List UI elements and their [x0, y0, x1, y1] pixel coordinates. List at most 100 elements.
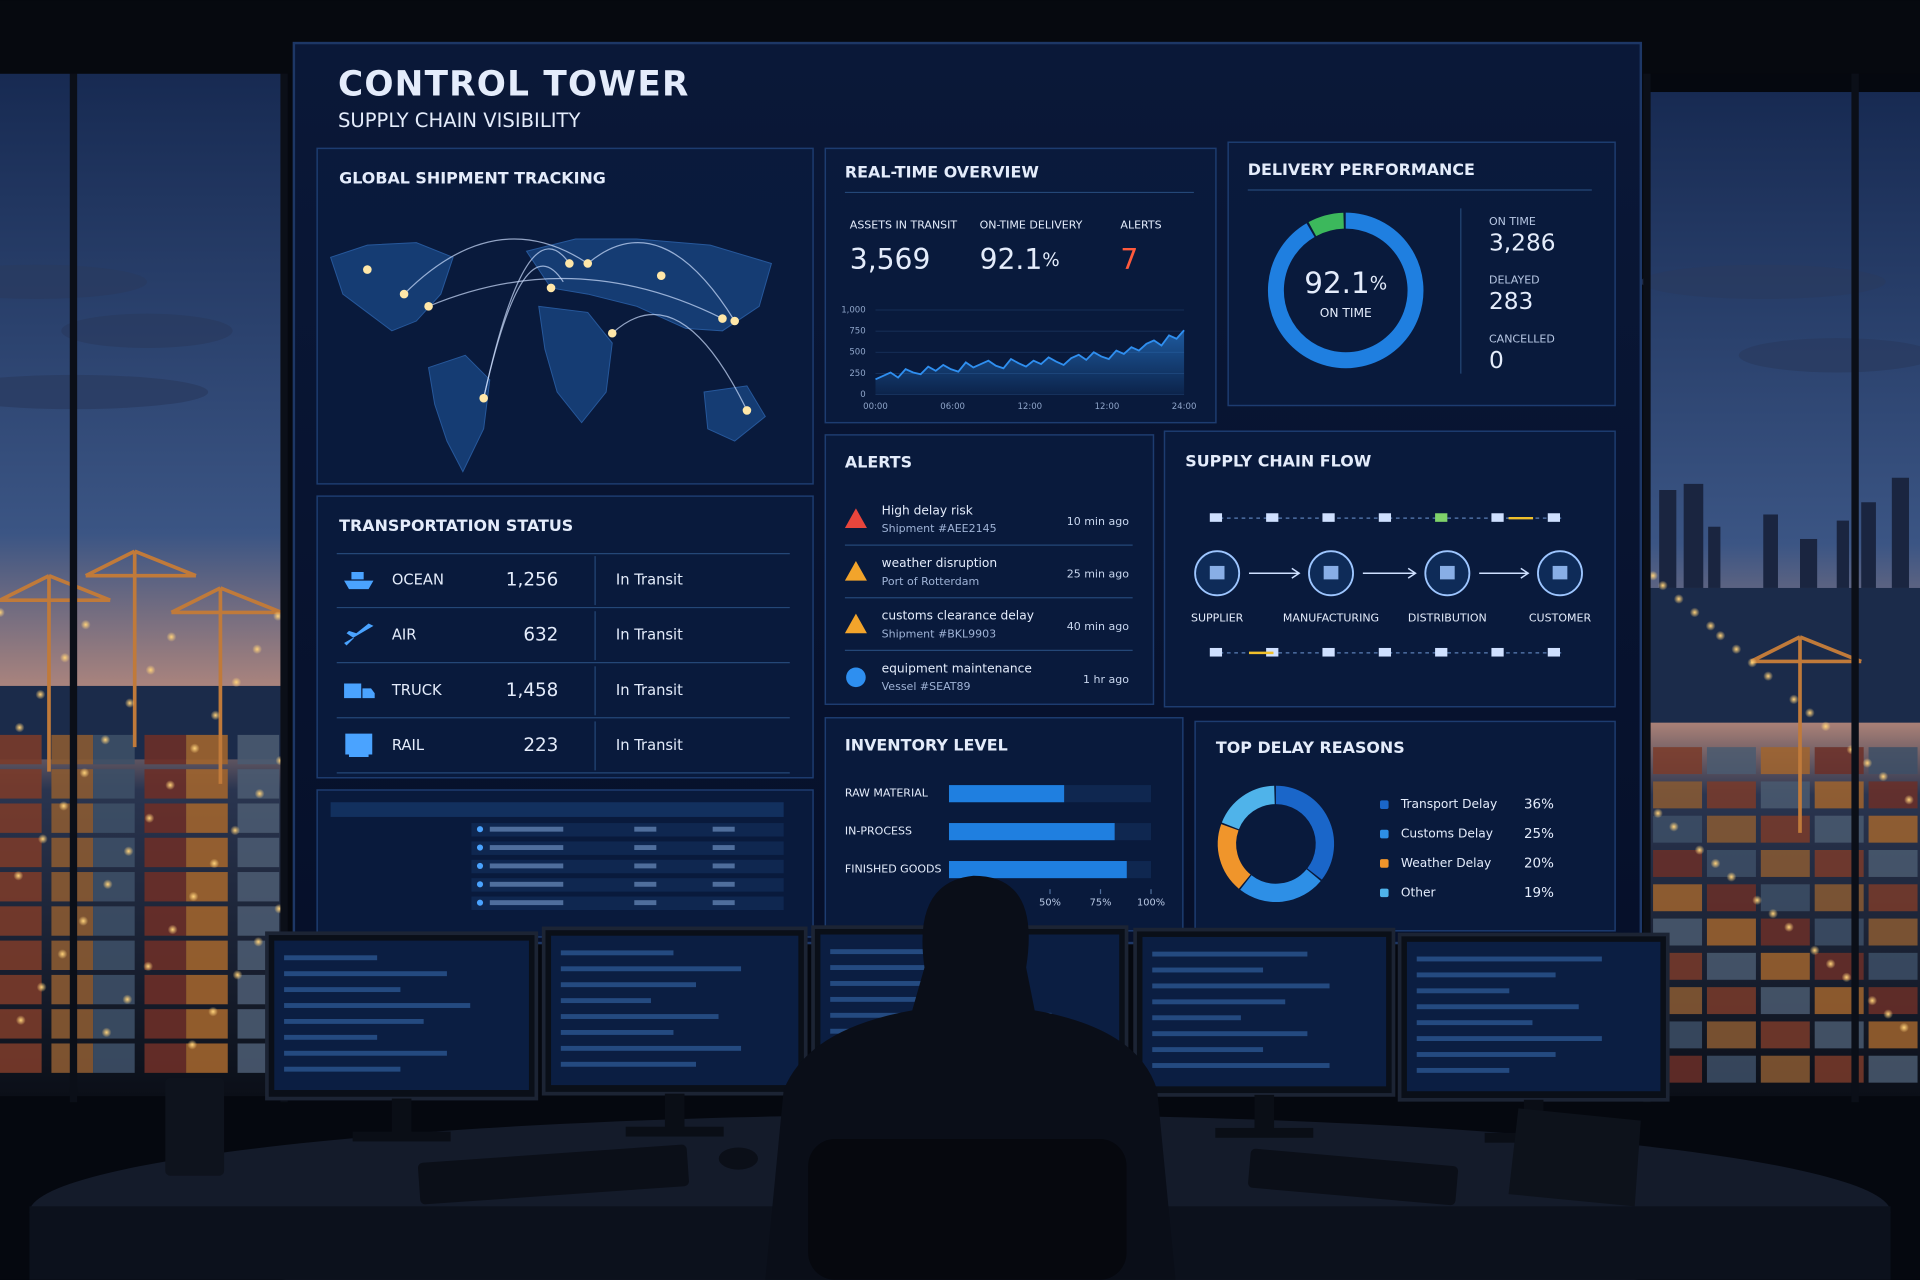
port-light	[232, 970, 243, 980]
port-light	[145, 665, 156, 675]
screen-row	[284, 1018, 424, 1024]
flow-arrow	[1248, 567, 1301, 579]
screen-row	[284, 1003, 471, 1008]
bar-label: FINISHED GOODS	[845, 863, 942, 876]
pie-segment	[1221, 785, 1276, 830]
screen-row	[1416, 956, 1602, 962]
table-row	[471, 896, 784, 910]
screen-row	[830, 949, 997, 955]
container	[0, 769, 42, 799]
stat-label: DELAYED	[1489, 274, 1540, 287]
container	[1868, 1021, 1918, 1049]
screen-row	[1152, 951, 1308, 957]
flow-node-label: DISTRIBUTION	[1408, 612, 1487, 625]
port-light	[189, 743, 200, 754]
cloud	[61, 313, 233, 348]
port-light	[1705, 621, 1716, 631]
port-light	[1715, 630, 1726, 641]
legend-swatch	[1380, 888, 1389, 898]
row-text	[634, 900, 657, 906]
crane	[1750, 635, 1862, 833]
container	[186, 974, 228, 1005]
port-light	[57, 949, 68, 959]
alert-title: equipment maintenance	[882, 661, 1032, 675]
port-light	[209, 858, 220, 869]
pie-segment	[1217, 824, 1251, 889]
container	[1760, 747, 1810, 775]
line	[875, 329, 1185, 381]
x-tick-label: 12:00	[1095, 402, 1120, 412]
port-light	[253, 936, 264, 947]
row-text	[489, 900, 564, 906]
alert-detail: Shipment #AEE2145	[882, 522, 997, 535]
container	[1868, 1055, 1918, 1083]
screen-row	[1416, 1067, 1510, 1073]
port-light	[1883, 1009, 1894, 1019]
container	[0, 974, 42, 1005]
screen-row	[284, 955, 378, 961]
screen-row	[560, 1045, 742, 1051]
container	[1868, 952, 1918, 980]
port-light	[1731, 644, 1742, 655]
bar	[948, 785, 1065, 803]
port-light	[78, 916, 89, 926]
building	[1836, 520, 1849, 588]
port-light	[1694, 845, 1705, 855]
window-frame	[1851, 61, 1859, 1103]
port-light	[1904, 794, 1914, 805]
container	[1868, 815, 1918, 843]
container	[144, 837, 187, 868]
keyboard	[417, 1144, 689, 1205]
phone	[1508, 1108, 1641, 1207]
screen-row	[1416, 1020, 1533, 1026]
screen-row	[284, 987, 401, 993]
port-light	[15, 1015, 26, 1026]
screen-row	[560, 998, 651, 1004]
donut-segment	[1308, 212, 1345, 237]
container	[144, 906, 187, 936]
mode-count: 223	[523, 735, 558, 756]
node-icon	[1323, 565, 1339, 580]
panel-title: SUPPLY CHAIN FLOW	[1185, 451, 1371, 470]
port-light	[1899, 1022, 1909, 1033]
port-light	[1784, 922, 1794, 933]
container	[144, 769, 187, 799]
location-dot	[742, 406, 752, 415]
port-light	[1673, 594, 1684, 604]
warning-icon	[844, 613, 867, 634]
panel	[824, 434, 1155, 706]
port-light	[80, 619, 91, 630]
cloud	[0, 374, 209, 410]
flow-arrow	[1479, 567, 1530, 579]
legend-label: Weather Delay	[1401, 856, 1492, 870]
port-light	[100, 734, 111, 745]
x-tick-label: 24:00	[1172, 402, 1197, 412]
y-tick-label: 500	[849, 348, 865, 358]
location-dot	[730, 316, 739, 326]
warning-icon	[844, 508, 867, 528]
continent	[703, 385, 766, 442]
donut-segment	[1268, 212, 1424, 369]
port-light	[231, 677, 242, 688]
vehicle-icon	[1491, 513, 1504, 522]
screen-row	[1152, 1063, 1330, 1068]
route-arc	[587, 242, 736, 322]
x-tick-label: 12:00	[1017, 402, 1042, 412]
kpi-label: ASSETS IN TRANSIT	[850, 219, 958, 232]
bar-label: RAW MATERIAL	[845, 787, 929, 800]
port-light	[101, 1027, 112, 1038]
container	[0, 837, 42, 868]
container	[93, 1009, 135, 1039]
port-light	[79, 767, 90, 778]
x-tick-label: 50%	[1039, 898, 1061, 909]
container	[93, 734, 135, 765]
screen-row	[830, 996, 969, 1002]
container	[237, 872, 280, 902]
pie-segment	[1240, 868, 1321, 902]
container	[0, 803, 42, 833]
kpi-value: 7	[1120, 243, 1138, 276]
screen-row	[1152, 967, 1264, 973]
container	[1760, 952, 1810, 980]
vehicle-icon	[1209, 647, 1223, 657]
